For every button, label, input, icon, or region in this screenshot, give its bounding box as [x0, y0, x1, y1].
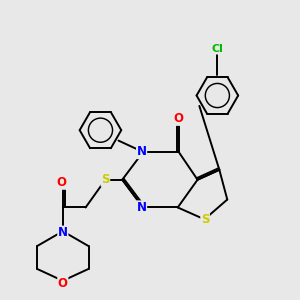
Text: S: S: [101, 173, 110, 186]
Text: O: O: [56, 176, 66, 189]
Text: Cl: Cl: [212, 44, 223, 54]
Text: N: N: [136, 201, 147, 214]
Text: N: N: [136, 146, 147, 158]
Text: N: N: [58, 226, 68, 239]
Text: O: O: [174, 112, 184, 125]
Text: O: O: [58, 277, 68, 290]
Text: S: S: [201, 213, 209, 226]
